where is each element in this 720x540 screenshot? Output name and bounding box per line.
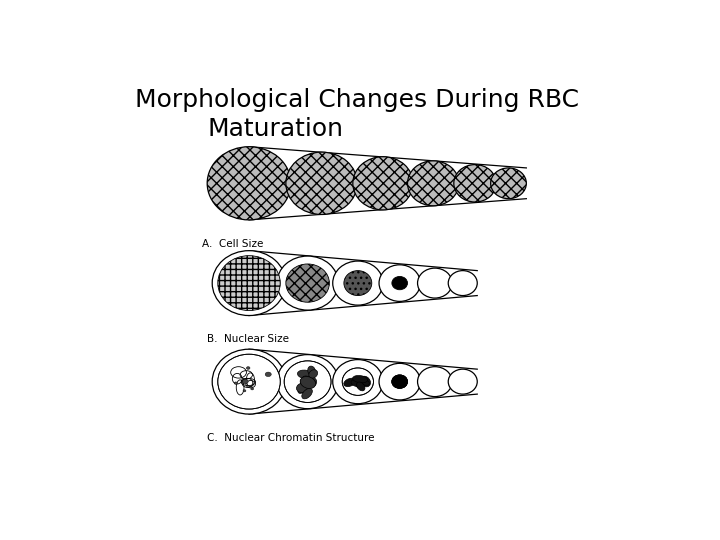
Ellipse shape bbox=[353, 375, 368, 383]
Ellipse shape bbox=[217, 354, 280, 409]
Ellipse shape bbox=[351, 379, 364, 387]
Text: Maturation: Maturation bbox=[207, 117, 343, 141]
Circle shape bbox=[265, 372, 271, 376]
Ellipse shape bbox=[356, 383, 364, 388]
Circle shape bbox=[243, 390, 246, 392]
Ellipse shape bbox=[301, 372, 310, 378]
Ellipse shape bbox=[298, 384, 307, 394]
Ellipse shape bbox=[302, 376, 315, 384]
Ellipse shape bbox=[333, 360, 383, 404]
Ellipse shape bbox=[300, 376, 315, 388]
Ellipse shape bbox=[212, 251, 286, 315]
Ellipse shape bbox=[297, 383, 309, 393]
Ellipse shape bbox=[454, 165, 496, 202]
Text: B.  Nuclear Size: B. Nuclear Size bbox=[207, 334, 289, 344]
Ellipse shape bbox=[356, 382, 365, 391]
Ellipse shape bbox=[307, 366, 315, 376]
Ellipse shape bbox=[343, 378, 356, 387]
Ellipse shape bbox=[418, 367, 452, 396]
Ellipse shape bbox=[207, 147, 291, 220]
Ellipse shape bbox=[379, 265, 420, 301]
Ellipse shape bbox=[342, 368, 374, 395]
Ellipse shape bbox=[277, 256, 338, 310]
Text: Morphological Changes During RBC: Morphological Changes During RBC bbox=[135, 87, 579, 112]
Ellipse shape bbox=[392, 375, 408, 388]
Ellipse shape bbox=[286, 264, 329, 302]
Ellipse shape bbox=[361, 380, 369, 386]
Ellipse shape bbox=[392, 375, 408, 388]
Ellipse shape bbox=[490, 168, 526, 199]
Ellipse shape bbox=[297, 370, 312, 379]
Ellipse shape bbox=[408, 161, 459, 206]
Ellipse shape bbox=[284, 361, 331, 402]
Ellipse shape bbox=[353, 157, 413, 210]
Ellipse shape bbox=[449, 271, 477, 295]
Ellipse shape bbox=[379, 363, 420, 400]
Ellipse shape bbox=[286, 152, 357, 214]
Ellipse shape bbox=[333, 261, 383, 305]
Circle shape bbox=[234, 382, 238, 384]
Ellipse shape bbox=[309, 370, 318, 378]
Ellipse shape bbox=[408, 161, 459, 206]
Ellipse shape bbox=[212, 349, 286, 414]
Ellipse shape bbox=[217, 255, 280, 310]
Ellipse shape bbox=[361, 376, 371, 387]
Ellipse shape bbox=[418, 268, 452, 298]
Ellipse shape bbox=[490, 168, 526, 199]
Ellipse shape bbox=[449, 369, 477, 394]
Circle shape bbox=[243, 379, 248, 384]
Text: C.  Nuclear Chromatin Structure: C. Nuclear Chromatin Structure bbox=[207, 433, 374, 443]
Ellipse shape bbox=[300, 376, 317, 388]
Ellipse shape bbox=[286, 152, 357, 214]
Text: A.  Cell Size: A. Cell Size bbox=[202, 239, 263, 248]
Ellipse shape bbox=[277, 355, 338, 409]
Circle shape bbox=[246, 367, 250, 369]
Ellipse shape bbox=[207, 147, 291, 220]
Circle shape bbox=[251, 388, 253, 390]
Ellipse shape bbox=[353, 157, 413, 210]
Ellipse shape bbox=[344, 271, 372, 295]
Ellipse shape bbox=[302, 388, 312, 399]
Ellipse shape bbox=[392, 276, 408, 290]
Ellipse shape bbox=[454, 165, 496, 202]
